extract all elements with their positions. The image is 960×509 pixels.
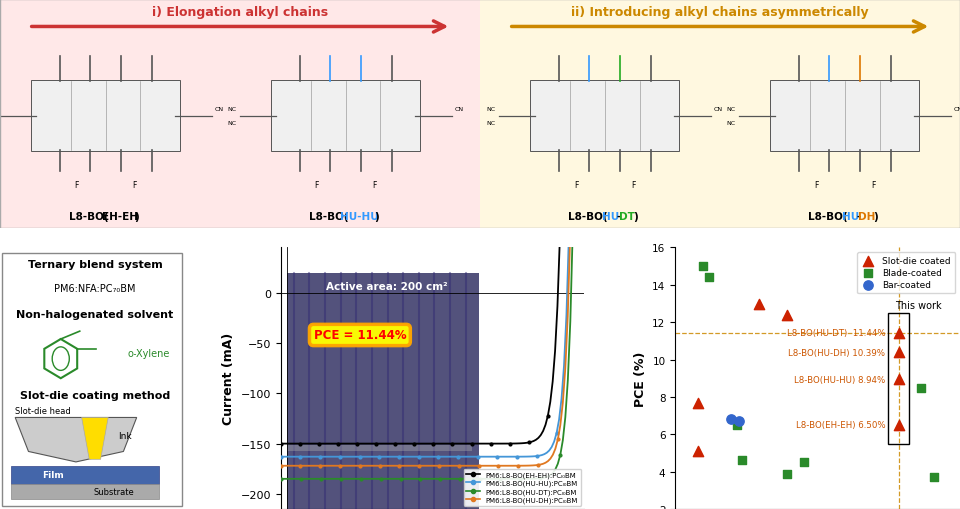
Text: EH-EH: EH-EH [102, 212, 137, 221]
Blade-coated [913, 384, 928, 392]
FancyBboxPatch shape [0, 0, 480, 229]
Slot-die coated [690, 399, 706, 407]
Text: HU: HU [602, 212, 619, 221]
Text: Slot-die head: Slot-die head [15, 406, 71, 415]
Text: ): ) [873, 212, 877, 221]
Text: F: F [132, 180, 136, 189]
Text: L8-BO(: L8-BO( [69, 212, 108, 221]
Text: ii) Introducing alkyl chains asymmetrically: ii) Introducing alkyl chains asymmetrica… [571, 7, 869, 19]
Text: -: - [616, 212, 621, 221]
Blade-coated [926, 473, 942, 482]
Text: ): ) [373, 212, 378, 221]
FancyBboxPatch shape [2, 253, 182, 506]
Slot-die coated [891, 376, 906, 384]
Text: Film: Film [42, 470, 64, 479]
FancyBboxPatch shape [770, 81, 920, 152]
Text: Ink: Ink [118, 432, 132, 440]
Bar [287, 445, 472, 451]
Text: F: F [872, 180, 876, 189]
Text: o-Xylene: o-Xylene [127, 349, 170, 359]
Text: NC: NC [487, 121, 495, 126]
Text: F: F [814, 180, 818, 189]
Slot-die coated [780, 311, 795, 319]
Legend: Slot-die coated, Blade-coated, Bar-coated: Slot-die coated, Blade-coated, Bar-coate… [857, 252, 955, 294]
Bar-coated [732, 417, 747, 426]
Text: i) Elongation alkyl chains: i) Elongation alkyl chains [152, 7, 328, 19]
Bar [287, 273, 479, 509]
Slot-die coated [891, 349, 906, 357]
Text: L8-BO(HU-DT)  11.44%: L8-BO(HU-DT) 11.44% [786, 328, 885, 337]
Text: L8-BO(: L8-BO( [568, 212, 608, 221]
FancyBboxPatch shape [12, 466, 159, 484]
Text: L8-BO(HU-DH) 10.39%: L8-BO(HU-DH) 10.39% [788, 348, 885, 357]
Y-axis label: Current (mA): Current (mA) [222, 332, 235, 425]
Text: NC: NC [727, 107, 735, 112]
FancyBboxPatch shape [32, 81, 180, 152]
Text: NC: NC [487, 107, 495, 112]
Slot-die coated [752, 300, 767, 308]
Text: Slot-die coating method: Slot-die coating method [20, 390, 170, 400]
Text: F: F [315, 180, 319, 189]
Slot-die coated [690, 447, 706, 455]
Slot-die coated [891, 421, 906, 429]
Text: DH: DH [858, 212, 876, 221]
Text: Substrate: Substrate [93, 487, 134, 496]
Text: This work: This work [896, 300, 942, 310]
Text: L8-BO(EH-EH) 6.50%: L8-BO(EH-EH) 6.50% [796, 420, 885, 430]
Text: ): ) [633, 212, 637, 221]
FancyBboxPatch shape [271, 81, 420, 152]
FancyBboxPatch shape [12, 484, 159, 498]
FancyBboxPatch shape [530, 81, 680, 152]
Text: L8-BO(: L8-BO( [309, 212, 348, 221]
Text: CN: CN [215, 107, 224, 112]
Polygon shape [82, 418, 108, 460]
Text: PCE = 11.44%: PCE = 11.44% [314, 329, 406, 342]
Bar-coated [724, 415, 739, 423]
Blade-coated [729, 421, 744, 429]
Blade-coated [701, 274, 716, 282]
Text: F: F [75, 180, 79, 189]
Y-axis label: PCE (%): PCE (%) [634, 351, 647, 406]
Blade-coated [780, 469, 795, 477]
Text: L8-BO(: L8-BO( [808, 212, 848, 221]
Blade-coated [796, 458, 811, 466]
Text: CN: CN [953, 107, 960, 112]
Text: NC: NC [727, 121, 735, 126]
FancyBboxPatch shape [480, 0, 960, 229]
Polygon shape [15, 418, 136, 462]
Text: F: F [372, 180, 376, 189]
Text: Ternary blend system: Ternary blend system [28, 260, 162, 270]
Text: CN: CN [713, 107, 723, 112]
Blade-coated [734, 457, 750, 465]
Blade-coated [695, 263, 710, 271]
Legend: PM6:L8-BO(EH-EH):PCₗ₀BM, PM6:L8-BO(HU-HU):PCₗ₀BM, PM6:L8-BO(HU-DT):PCₗ₀BM, PM6:L: PM6:L8-BO(EH-EH):PCₗ₀BM, PM6:L8-BO(HU-HU… [464, 469, 581, 505]
Text: HU: HU [842, 212, 859, 221]
Text: NC: NC [228, 121, 236, 126]
Text: F: F [574, 180, 578, 189]
Text: NC: NC [228, 107, 236, 112]
Text: CN: CN [455, 107, 464, 112]
Text: L8-BO(HU-HU) 8.94%: L8-BO(HU-HU) 8.94% [794, 375, 885, 384]
Text: HU-HU: HU-HU [340, 212, 379, 221]
Text: ): ) [133, 212, 138, 221]
Slot-die coated [891, 329, 906, 337]
Text: Active area: 200 cm²: Active area: 200 cm² [325, 281, 447, 291]
Text: Non-halogenated solvent: Non-halogenated solvent [16, 309, 174, 319]
Text: F: F [632, 180, 636, 189]
Text: DT: DT [619, 212, 635, 221]
Text: -: - [856, 212, 861, 221]
Text: PM6:NFA:PC₇₀BM: PM6:NFA:PC₇₀BM [54, 283, 135, 293]
